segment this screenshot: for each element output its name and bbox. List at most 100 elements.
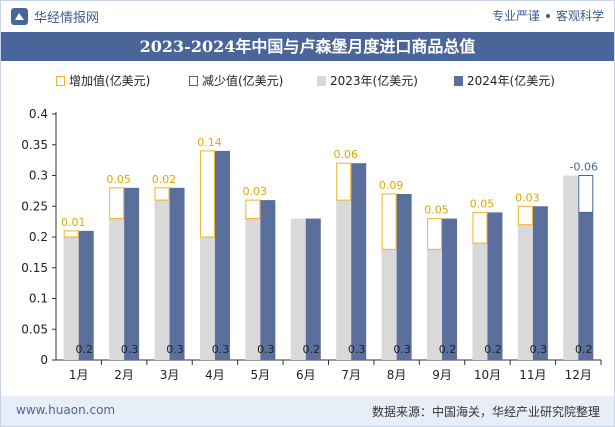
legend-swatch-increase — [56, 76, 65, 86]
y-tick-label: 0.3 — [29, 169, 48, 183]
y-tick-label: 0.05 — [21, 322, 48, 336]
x-tick-label: 6月 — [296, 368, 316, 382]
increase-value-label: 0.05 — [424, 204, 449, 217]
y-tick-label: 0.35 — [21, 138, 48, 152]
bar-2024 — [169, 187, 185, 360]
header-bar: 华经情报网 专业严谨 客观科学 — [1, 1, 614, 32]
bar-2023 — [290, 218, 306, 360]
increase-value-label: 0.02 — [152, 173, 177, 186]
bar-2023 — [336, 200, 352, 360]
increase-outline — [109, 187, 125, 220]
y-tick-label: 0.15 — [21, 261, 48, 275]
increase-value-label: 0.09 — [379, 179, 404, 192]
y-tick-label: 0 — [40, 353, 48, 367]
bar-2023 — [63, 237, 79, 360]
bar-2023 — [427, 249, 443, 360]
legend-label-increase: 增加值(亿美元) — [69, 74, 151, 88]
increase-outline — [245, 199, 261, 220]
bar-2024 — [260, 200, 276, 360]
title-bar: 2023-2024年中国与卢森堡月度进口商品总值 — [1, 32, 614, 61]
decrease-outline — [578, 175, 594, 213]
bar-base-label: 0.3 — [257, 343, 275, 356]
bar-2024 — [305, 218, 321, 360]
increase-outline — [154, 187, 170, 201]
x-tick-label: 1月 — [69, 368, 89, 382]
footer-bar: www.huaon.com 数据来源：中国海关，华经产业研究院整理 — [1, 396, 614, 426]
x-tick-label: 4月 — [205, 368, 225, 382]
bar-2023 — [563, 175, 579, 360]
bar-base-label: 0.3 — [212, 343, 230, 356]
bar-base-label: 0.2 — [75, 343, 93, 356]
bar-2023 — [381, 249, 397, 360]
x-tick-label: 2月 — [114, 368, 134, 382]
legend-label-decrease: 减少值(亿美元) — [202, 74, 284, 88]
brand-name: 华经情报网 — [34, 11, 100, 26]
increase-value-label: 0.14 — [197, 136, 222, 149]
bar-base-label: 0.3 — [530, 343, 548, 356]
increase-value-label: 0.03 — [243, 185, 268, 198]
increase-value-label: 0.01 — [61, 216, 86, 229]
increase-value-label: 0.03 — [515, 191, 540, 204]
increase-outline — [336, 162, 352, 201]
y-tick-label: 0.2 — [29, 230, 48, 244]
x-tick-label: 12月 — [565, 368, 592, 382]
increase-value-label: 0.05 — [106, 173, 131, 186]
bar-base-label: 0.2 — [575, 343, 593, 356]
increase-outline — [381, 193, 397, 250]
bar-2023 — [245, 218, 261, 360]
bar-2024 — [442, 218, 458, 360]
increase-outline — [472, 211, 488, 244]
bar-2023 — [517, 224, 533, 360]
legend-label-2024: 2024年(亿美元) — [467, 74, 555, 88]
chart-title: 2023-2024年中国与卢森堡月度进口商品总值 — [139, 37, 476, 56]
y-tick-label: 0.4 — [29, 107, 48, 121]
chart-legend: 增加值(亿美元) 减少值(亿美元) 2023年(亿美元) 2024年(亿美元) — [1, 71, 614, 93]
increase-value-label: 0.05 — [470, 197, 495, 210]
decrease-value-label: -0.06 — [570, 161, 598, 174]
increase-outline — [63, 230, 79, 238]
legend-swatch-2023 — [317, 76, 326, 86]
footer-source: 数据来源：中国海关，华经产业研究院整理 — [371, 405, 600, 419]
bar-2024 — [578, 212, 594, 360]
x-tick-label: 9月 — [432, 368, 452, 382]
y-tick-label: 0.1 — [29, 292, 48, 306]
x-tick-label: 5月 — [251, 368, 271, 382]
x-tick-label: 7月 — [341, 368, 361, 382]
tagline: 专业严谨 客观科学 — [492, 7, 604, 24]
separator-dot-icon — [545, 13, 550, 18]
bar-base-label: 0.3 — [348, 343, 366, 356]
huajing-logo-icon — [11, 8, 28, 25]
bar-base-label: 0.3 — [393, 343, 411, 356]
increase-outline — [199, 150, 215, 238]
increase-value-label: 0.06 — [333, 148, 358, 161]
bar-chart: 0 0.05 0.1 0.15 0.2 0.25 0.3 0.35 0.4 0.01 0.2 1月 0.… — [21, 107, 602, 382]
increase-outline — [517, 205, 533, 226]
x-tick-label: 8月 — [387, 368, 407, 382]
legend-label-2023: 2023年(亿美元) — [330, 74, 418, 88]
footer-site: www.huaon.com — [16, 403, 116, 417]
bar-2023 — [109, 218, 125, 360]
x-tick-label: 10月 — [474, 368, 501, 382]
increase-outline — [427, 218, 443, 250]
legend-swatch-2024 — [454, 76, 463, 86]
bar-base-label: 0.2 — [303, 343, 321, 356]
tagline-part-1: 专业严谨 — [491, 9, 540, 23]
x-tick-label: 11月 — [519, 368, 546, 382]
bar-2024 — [124, 187, 140, 360]
bar-base-label: 0.3 — [166, 343, 184, 356]
x-tick-label: 3月 — [160, 368, 180, 382]
y-tick-label: 0.25 — [21, 199, 48, 213]
bar-2024 — [214, 150, 230, 360]
bar-2023 — [199, 237, 215, 360]
bar-base-label: 0.2 — [484, 343, 502, 356]
legend-swatch-decrease — [189, 76, 198, 86]
bar-2024 — [532, 206, 548, 360]
bar-base-label: 0.2 — [439, 343, 457, 356]
bar-2024 — [396, 193, 412, 360]
tagline-part-2: 客观科学 — [555, 9, 604, 23]
bar-2024 — [487, 212, 503, 360]
bar-2023 — [472, 243, 488, 360]
bar-2024 — [78, 230, 94, 360]
bar-base-label: 0.3 — [121, 343, 139, 356]
